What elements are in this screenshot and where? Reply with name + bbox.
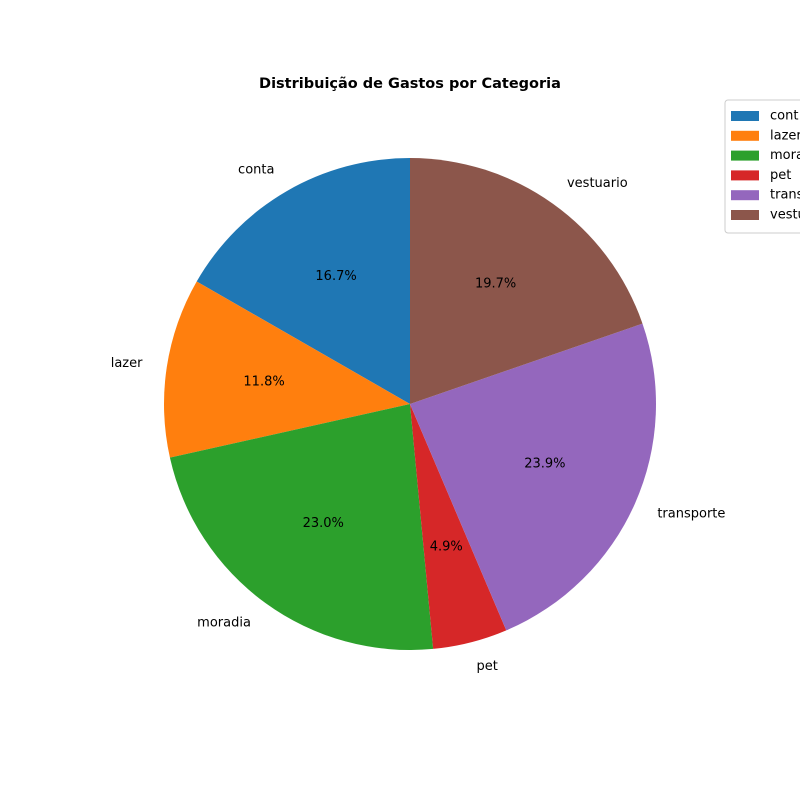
pie-slice-moradia	[169, 404, 434, 651]
slice-percent-vestuario: 19.7%	[475, 276, 516, 291]
legend-swatch-conta	[731, 111, 759, 121]
legend-label-moradia: mora	[770, 148, 800, 163]
legend-label-pet: pet	[770, 168, 791, 183]
pie-slice-vestuario	[410, 158, 643, 404]
slice-label-transporte: transporte	[657, 506, 725, 521]
slice-label-pet: pet	[476, 659, 497, 674]
legend-label-vestuario: vestu	[770, 208, 800, 223]
pie-slice-transporte	[410, 323, 657, 631]
slice-percent-transporte: 23.9%	[524, 456, 565, 471]
legend-swatch-vestuario	[731, 210, 759, 220]
legend-label-conta: cont	[770, 109, 798, 124]
pie-labels: conta 16.7% lazer 11.8% moradia 23.0% pet 4.9% t…	[111, 162, 726, 674]
legend-swatch-moradia	[731, 150, 759, 161]
slice-percent-pet: 4.9%	[430, 540, 463, 555]
chart-title: Distribuição de Gastos por Categoria	[259, 76, 561, 92]
slice-label-conta: conta	[238, 162, 274, 177]
slice-percent-moradia: 23.0%	[303, 516, 344, 531]
slice-percent-conta: 16.7%	[315, 269, 356, 284]
legend: cont lazer mora pet trans vestu	[724, 99, 800, 234]
legend-label-transporte: trans	[770, 188, 800, 203]
slice-label-vestuario: vestuario	[567, 176, 628, 191]
slice-label-lazer: lazer	[111, 356, 143, 371]
legend-swatch-pet	[731, 170, 759, 181]
legend-swatch-transporte	[731, 190, 759, 201]
slice-label-moradia: moradia	[197, 615, 251, 630]
pie-slices	[163, 158, 657, 651]
pie-slice-conta	[196, 158, 410, 404]
pie-slice-lazer	[163, 281, 410, 458]
legend-label-lazer: lazer	[770, 128, 800, 143]
slice-percent-lazer: 11.8%	[243, 374, 284, 389]
legend-swatch-lazer	[731, 130, 759, 141]
pie-slice-pet	[410, 404, 507, 649]
